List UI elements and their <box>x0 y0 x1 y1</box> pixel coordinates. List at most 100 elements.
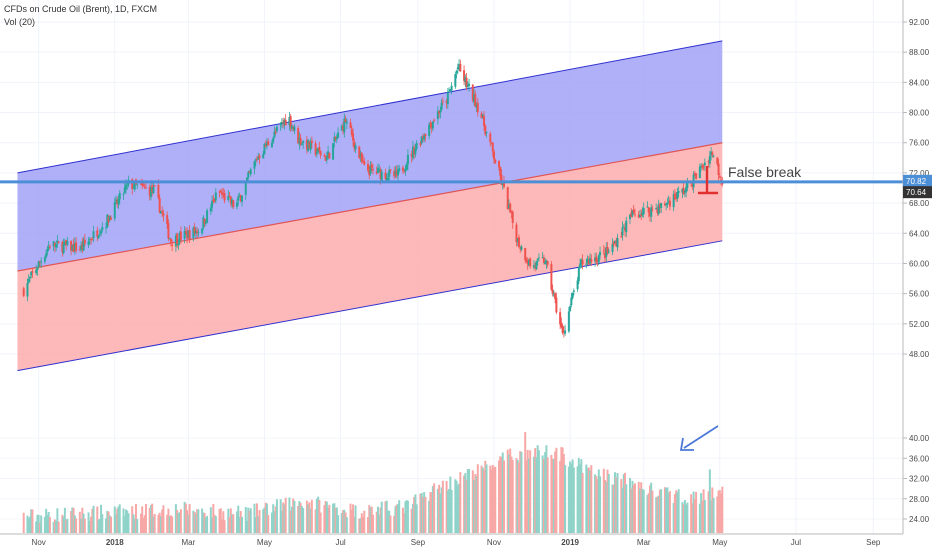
candle-body <box>131 179 134 190</box>
volume-bar <box>607 473 610 533</box>
volume-bar <box>587 467 590 533</box>
volume-bar <box>158 512 161 533</box>
candle-body <box>159 210 162 214</box>
volume-bar <box>333 503 336 533</box>
volume-bar <box>449 476 452 533</box>
candle-body <box>677 191 680 193</box>
candle-body <box>411 146 414 159</box>
volume-bar <box>283 504 286 533</box>
candle-body <box>28 276 31 279</box>
candle-body <box>274 131 277 133</box>
candle-body <box>92 231 95 239</box>
volume-bar <box>186 510 189 533</box>
candle-body <box>599 251 602 256</box>
volume-bar <box>83 518 86 533</box>
volume-bar <box>30 509 33 533</box>
volume-bar <box>475 476 478 533</box>
time-tick-label: Nov <box>487 538 501 547</box>
candle-body <box>126 183 129 185</box>
volume-bar <box>302 507 305 533</box>
candle-body <box>439 110 442 113</box>
candle-body <box>188 230 191 240</box>
candle-body <box>115 199 118 202</box>
volume-bar <box>305 500 308 533</box>
candle-body <box>693 173 696 175</box>
volume-bar <box>702 489 705 533</box>
volume-bar <box>410 508 413 533</box>
candle-body <box>280 122 283 124</box>
volume-tick-label: 28.00 <box>909 495 930 504</box>
volume-bar <box>343 509 346 533</box>
candle-body <box>302 140 305 144</box>
volume-bar <box>676 492 679 533</box>
candle-body <box>628 214 631 220</box>
candle-body <box>524 247 527 261</box>
volume-bar <box>695 491 698 533</box>
candle-body <box>379 169 382 179</box>
candle-body <box>370 164 373 168</box>
volume-bar <box>380 501 383 533</box>
candle-body <box>542 257 545 263</box>
candle-body <box>642 208 645 215</box>
candle-body <box>332 143 335 160</box>
candle-body <box>404 168 407 172</box>
volume-bar <box>249 508 252 533</box>
candle-body <box>500 174 503 185</box>
candle-body <box>681 188 684 193</box>
volume-bar <box>236 511 239 533</box>
time-tick-label: 2018 <box>106 538 124 547</box>
candle-body <box>544 262 547 265</box>
candle-body <box>537 257 540 259</box>
volume-bar <box>148 507 151 533</box>
volume-indicator-label[interactable]: Vol (20) <box>4 17 36 27</box>
volume-bar <box>40 515 43 533</box>
volume-bar <box>263 507 266 533</box>
candle-body <box>691 184 694 187</box>
candle-body <box>586 259 589 264</box>
symbol-title[interactable]: CFDs on Crude Oil (Brent), 1D, FXCM <box>4 4 158 14</box>
volume-bar <box>247 507 250 533</box>
volume-bar <box>439 493 442 533</box>
candle-body <box>359 154 362 157</box>
volume-bar <box>272 504 275 533</box>
price-axis: 48.00 52.00 56.00 60.00 64.00 68.00 72.00 76.00… <box>903 18 932 524</box>
volume-bar <box>354 505 357 533</box>
volume-bar <box>632 484 635 533</box>
candle-body <box>48 246 51 248</box>
volume-bar <box>481 467 484 533</box>
candle-body <box>615 240 618 247</box>
volume-bar <box>485 464 488 533</box>
candle-body <box>458 64 461 69</box>
candle-body <box>473 93 476 103</box>
volume-bar <box>97 519 100 533</box>
candle-body <box>698 166 701 179</box>
candle-body <box>192 227 195 239</box>
volume-bar <box>455 480 458 533</box>
volume-bar <box>300 506 303 533</box>
volume-tick-label: 40.00 <box>909 434 930 443</box>
candle-body <box>552 294 555 296</box>
candle-body <box>611 243 614 252</box>
volume-bar <box>594 474 597 533</box>
candle-body <box>395 170 398 177</box>
candle-body <box>445 100 448 104</box>
candle-body <box>232 200 235 207</box>
volume-bar <box>31 509 34 533</box>
candle-body <box>604 252 607 259</box>
volume-bar <box>73 515 76 533</box>
volume-bar <box>541 455 544 533</box>
candle-body <box>493 151 496 160</box>
volume-bar <box>672 502 675 533</box>
candle-body <box>367 163 370 171</box>
volume-bar <box>342 510 345 533</box>
volume-bars <box>22 431 724 533</box>
volume-bar <box>178 512 181 533</box>
volume-bar <box>177 513 180 533</box>
candle-body <box>605 247 608 257</box>
candle-body <box>334 136 337 140</box>
candle-body <box>577 267 580 282</box>
volume-bar <box>561 447 564 533</box>
volume-bar <box>700 493 703 533</box>
volume-bar <box>614 472 617 533</box>
candle-body <box>43 257 46 262</box>
